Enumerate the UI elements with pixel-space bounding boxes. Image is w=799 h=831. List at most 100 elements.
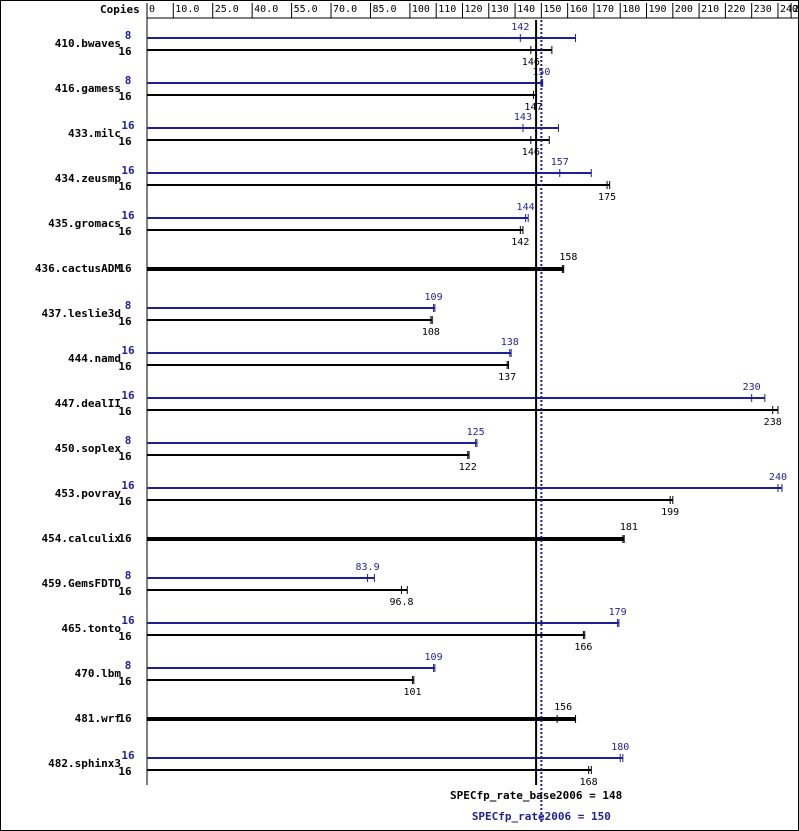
value-label: 179 bbox=[609, 607, 627, 618]
benchmark-name: 447.dealII bbox=[55, 397, 121, 410]
x-tick-label: 120 bbox=[464, 4, 482, 15]
benchmark-name: 433.milc bbox=[68, 127, 121, 140]
benchmark-name: 434.zeusmp bbox=[55, 172, 122, 185]
value-label: 144 bbox=[517, 202, 535, 213]
value-label: 181 bbox=[620, 522, 638, 533]
x-tick-label: 220 bbox=[727, 4, 745, 15]
x-tick-label: 100 bbox=[412, 4, 430, 15]
value-label: 146 bbox=[522, 147, 540, 158]
copies: 16 bbox=[118, 712, 132, 725]
copies: 16 bbox=[118, 405, 132, 418]
value-label: 83.9 bbox=[356, 562, 380, 573]
benchmark-name: 437.leslie3d bbox=[42, 307, 121, 320]
value-label: 138 bbox=[501, 337, 519, 348]
benchmark-name: 481.wrf bbox=[75, 712, 121, 725]
x-tick-label: 210 bbox=[701, 4, 719, 15]
x-tick-label: 0 bbox=[149, 4, 155, 15]
value-label: 175 bbox=[598, 192, 616, 203]
value-label: 96.8 bbox=[389, 597, 413, 608]
x-tick-label: 150 bbox=[543, 4, 561, 15]
benchmark-name: 444.namd bbox=[68, 352, 121, 365]
value-label: 157 bbox=[551, 157, 569, 168]
value-label: 230 bbox=[743, 382, 761, 393]
x-tick-label: 190 bbox=[649, 4, 667, 15]
x-tick-label: 40.0 bbox=[254, 4, 278, 15]
x-tick-label: 230 bbox=[754, 4, 772, 15]
benchmark-name: 453.povray bbox=[55, 487, 122, 500]
benchmark-name: 454.calculix bbox=[42, 532, 122, 545]
x-tick-label: 55.0 bbox=[294, 4, 318, 15]
x-tick-label: 70.0 bbox=[333, 4, 357, 15]
value-label: 137 bbox=[498, 372, 516, 383]
benchmark-name: 450.soplex bbox=[55, 442, 122, 455]
value-label: 238 bbox=[764, 417, 782, 428]
peak-summary: SPECfp_rate2006 = 150 bbox=[472, 810, 611, 823]
copies: 16 bbox=[118, 765, 132, 778]
copies: 16 bbox=[121, 389, 135, 402]
base-summary: SPECfp_rate_base2006 = 148 bbox=[450, 789, 622, 802]
benchmark-name: 470.lbm bbox=[75, 667, 122, 680]
copies: 16 bbox=[118, 262, 132, 275]
x-tick-label: 140 bbox=[517, 4, 535, 15]
copies: 16 bbox=[118, 675, 132, 688]
x-tick-label: 170 bbox=[596, 4, 614, 15]
benchmark-name: 435.gromacs bbox=[48, 217, 121, 230]
value-label: 158 bbox=[559, 252, 577, 263]
copies: 16 bbox=[121, 749, 135, 762]
x-tick-label: 130 bbox=[491, 4, 509, 15]
copies: 16 bbox=[118, 495, 132, 508]
copies: 16 bbox=[118, 225, 132, 238]
copies: 8 bbox=[125, 29, 132, 42]
value-label: 156 bbox=[554, 702, 572, 713]
value-label: 142 bbox=[511, 237, 529, 248]
copies: 8 bbox=[125, 74, 132, 87]
copies: 16 bbox=[118, 450, 132, 463]
value-label: 101 bbox=[404, 687, 422, 698]
copies: 16 bbox=[121, 164, 135, 177]
copies: 16 bbox=[121, 614, 135, 627]
copies: 16 bbox=[118, 532, 132, 545]
value-label: 166 bbox=[574, 642, 592, 653]
value-label: 147 bbox=[524, 102, 542, 113]
benchmark-name: 416.gamess bbox=[55, 82, 121, 95]
value-label: 122 bbox=[459, 462, 477, 473]
value-label: 142 bbox=[511, 22, 529, 33]
copies: 16 bbox=[121, 119, 135, 132]
x-tick-label: 200 bbox=[675, 4, 693, 15]
value-label: 143 bbox=[514, 112, 532, 123]
copies: 16 bbox=[118, 360, 132, 373]
benchmark-name: 410.bwaves bbox=[55, 37, 121, 50]
value-label: 108 bbox=[422, 327, 440, 338]
x-tick-label: 160 bbox=[570, 4, 588, 15]
copies: 8 bbox=[125, 434, 132, 447]
copies: 8 bbox=[125, 569, 132, 582]
benchmark-name: 436.cactusADM bbox=[35, 262, 121, 275]
x-tick-label: 85.0 bbox=[372, 4, 396, 15]
value-label: 146 bbox=[522, 57, 540, 68]
copies: 16 bbox=[118, 135, 132, 148]
copies: 8 bbox=[125, 659, 132, 672]
x-tick-label: 180 bbox=[622, 4, 640, 15]
copies: 16 bbox=[118, 315, 132, 328]
copies: 16 bbox=[118, 180, 132, 193]
copies: 16 bbox=[121, 209, 135, 222]
copies: 16 bbox=[121, 479, 135, 492]
value-label: 125 bbox=[467, 427, 485, 438]
x-tick-label: 10.0 bbox=[175, 4, 199, 15]
copies: 16 bbox=[118, 585, 132, 598]
benchmark-name: 482.sphinx3 bbox=[48, 757, 121, 770]
benchmark-name: 465.tonto bbox=[61, 622, 121, 635]
value-label: 199 bbox=[661, 507, 679, 518]
copies: 16 bbox=[118, 45, 132, 58]
value-label: 240 bbox=[769, 472, 787, 483]
value-label: 168 bbox=[580, 777, 598, 788]
copies: 16 bbox=[118, 90, 132, 103]
copies: 8 bbox=[125, 299, 132, 312]
x-tick-label: 245 bbox=[793, 4, 799, 15]
x-tick-label: 240 bbox=[780, 4, 798, 15]
x-tick-label: 110 bbox=[438, 4, 456, 15]
x-tick-label: 25.0 bbox=[215, 4, 239, 15]
copies: 16 bbox=[118, 630, 132, 643]
